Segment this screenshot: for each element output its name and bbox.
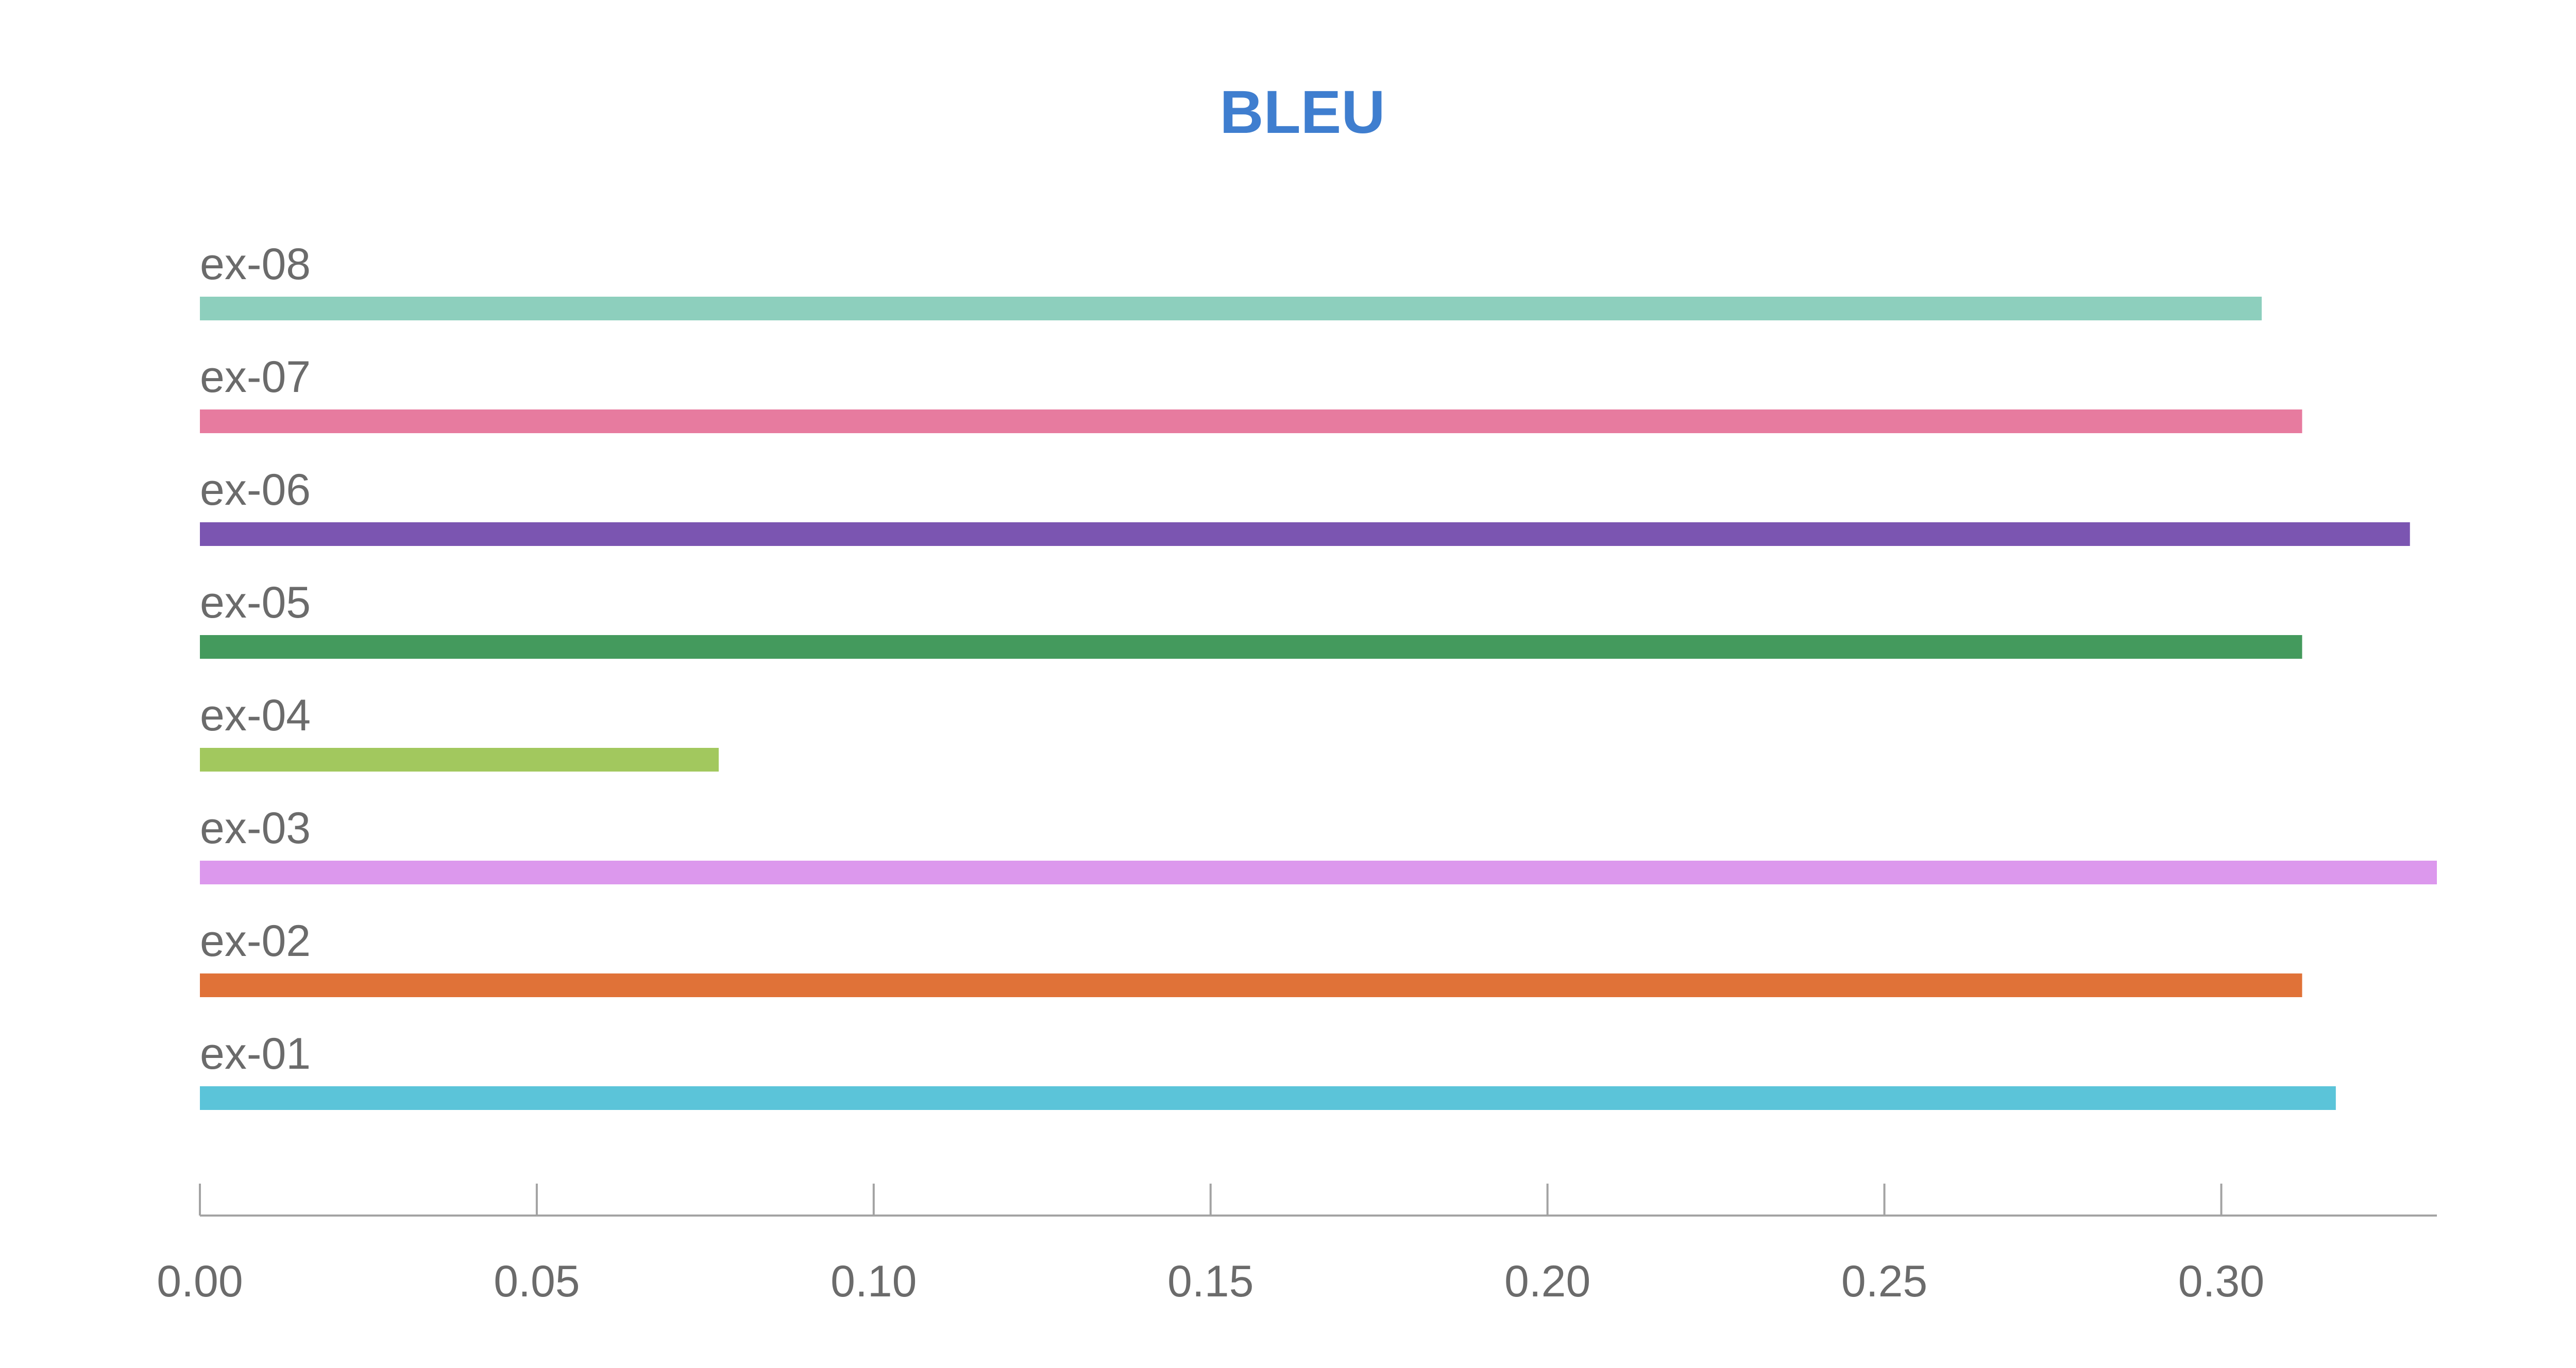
bar-label-ex-04: ex-04 (200, 691, 311, 740)
x-tick-label: 0.05 (494, 1257, 580, 1306)
bar-label-ex-02: ex-02 (200, 916, 311, 966)
x-axis: 0.00 0.05 0.10 0.15 0.20 0.25 0.30 (157, 1184, 2437, 1306)
bar-ex-03 (200, 861, 2437, 884)
x-tick-label: 0.10 (831, 1257, 917, 1306)
bar-ex-05 (200, 635, 2302, 659)
chart-title: BLEU (1219, 78, 1385, 146)
x-tick-label: 0.15 (1167, 1257, 1253, 1306)
x-tick-label: 0.20 (1504, 1257, 1590, 1306)
bar-ex-07 (200, 409, 2302, 433)
bar-ex-04 (200, 748, 719, 772)
bar-label-ex-06: ex-06 (200, 465, 311, 515)
bars-group: ex-08 ex-07 ex-06 ex-05 ex-04 ex-03 ex-02 ex-01 (200, 240, 2437, 1110)
bar-ex-08 (200, 297, 2262, 320)
bar-label-ex-03: ex-03 (200, 803, 311, 853)
bar-ex-01 (200, 1086, 2336, 1110)
bar-ex-06 (200, 522, 2410, 546)
x-tick-label: 0.30 (2178, 1257, 2264, 1306)
x-tick-label: 0.00 (157, 1257, 243, 1306)
x-tick-label: 0.25 (1841, 1257, 1927, 1306)
bar-label-ex-08: ex-08 (200, 240, 311, 289)
bar-label-ex-07: ex-07 (200, 352, 311, 402)
bar-ex-02 (200, 973, 2302, 997)
bar-label-ex-01: ex-01 (200, 1029, 311, 1079)
bar-label-ex-05: ex-05 (200, 578, 311, 627)
